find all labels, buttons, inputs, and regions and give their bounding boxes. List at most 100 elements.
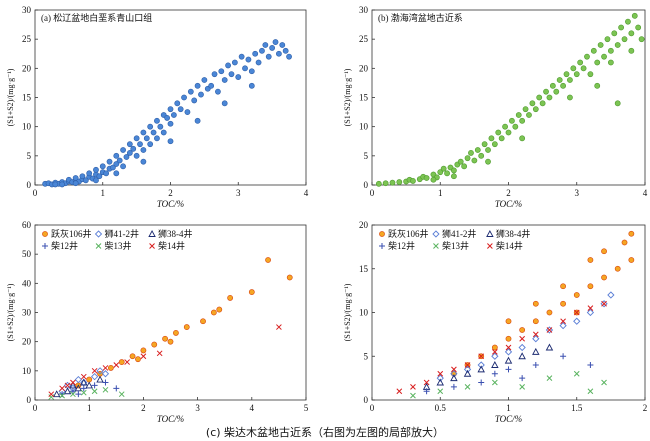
data-point (491, 141, 498, 148)
data-point (140, 353, 147, 360)
data-point (477, 361, 485, 369)
data-point (553, 88, 560, 95)
data-point (505, 344, 512, 351)
legend-label: 柴13井 (105, 240, 132, 251)
data-point (410, 384, 416, 390)
y-tick-label: 50 (22, 249, 32, 259)
data-point (140, 347, 147, 354)
data-point (379, 231, 385, 237)
data-point (52, 390, 61, 398)
data-point (93, 166, 99, 173)
data-point (42, 243, 48, 249)
data-point (245, 56, 252, 63)
data-point (102, 379, 109, 386)
legend-label: 狮41-2井 (105, 228, 140, 239)
data-point (590, 47, 597, 54)
data-point (86, 376, 93, 383)
y-tick-label: 20 (359, 63, 369, 73)
legend-label: 柴13井 (442, 240, 469, 251)
data-point (545, 343, 554, 351)
data-point (546, 94, 553, 101)
data-point (140, 158, 147, 165)
y-axis-label: (S1+S2)/(mg·g⁻¹) (343, 283, 352, 341)
data-point (594, 82, 601, 89)
data-point (430, 176, 437, 183)
data-point (573, 370, 580, 377)
data-point (279, 42, 286, 48)
data-point (129, 353, 136, 360)
data-point (491, 361, 499, 368)
data-point (491, 349, 498, 355)
series-柴12井 (423, 353, 594, 395)
data-point (450, 370, 458, 378)
data-point (614, 265, 621, 272)
y-axis-label: (S1+S2)/(mg·g⁻¹) (6, 68, 15, 126)
x-tick-label: 1 (506, 403, 511, 413)
data-point (201, 77, 208, 83)
legend-label: 柴12井 (388, 240, 415, 251)
x-axis-label: TOC/% (157, 414, 184, 424)
data-point (102, 386, 109, 393)
chart-panel-2: 0 1 2 3 4 0 5 10 15 20 25 30 TOC/% (S1+S2)/(mg·g⁻¹) (b… (343, 5, 648, 209)
data-point (99, 163, 106, 170)
data-point (433, 243, 439, 249)
data-point (491, 379, 498, 386)
data-point (113, 161, 120, 167)
data-point (586, 308, 595, 317)
data-point (86, 170, 93, 177)
data-point (423, 388, 430, 395)
data-point (52, 181, 59, 188)
data-point (282, 47, 289, 54)
data-point (93, 177, 99, 184)
data-point (461, 163, 468, 170)
data-point (607, 291, 615, 299)
data-point (436, 374, 444, 382)
y-tick-label: 0 (27, 395, 32, 405)
data-point (519, 375, 526, 382)
data-point (191, 97, 198, 104)
data-point (468, 150, 474, 156)
data-point (518, 343, 526, 352)
data-point (423, 175, 430, 181)
y-tick-label: 15 (359, 93, 369, 103)
legend-label: 柴14井 (158, 240, 185, 251)
data-point (91, 388, 98, 395)
x-tick-label: 2 (168, 188, 173, 198)
data-point (227, 295, 234, 301)
data-point (221, 100, 228, 107)
data-point (628, 230, 635, 237)
data-point (181, 94, 187, 101)
x-tick-label: 0 (33, 188, 38, 198)
data-point (518, 352, 526, 360)
x-axis-label: TOC/% (495, 199, 522, 209)
data-point (560, 300, 566, 307)
data-point (532, 331, 539, 338)
data-point (148, 230, 156, 237)
data-point (532, 362, 539, 368)
data-point (512, 123, 519, 130)
data-point (110, 164, 116, 171)
data-point (543, 88, 549, 95)
data-point (567, 77, 573, 83)
plot-frame (371, 9, 646, 186)
legend-label: 柴14井 (496, 240, 523, 251)
data-point (42, 231, 48, 237)
data-point (167, 338, 174, 345)
data-point (231, 59, 238, 66)
data-point (504, 348, 513, 356)
chart-panel-4: 0 0.5 1 1.5 205101520TOC/%(S1+S2)/(mg·g⁻¹)跃灰… (343, 220, 647, 424)
legend-label: 柴12井 (51, 240, 78, 251)
data-point (147, 141, 154, 148)
data-point (573, 71, 580, 78)
data-point (140, 147, 147, 153)
data-point (113, 362, 120, 368)
data-point (546, 327, 553, 333)
data-point (546, 309, 553, 316)
data-point (502, 123, 508, 130)
data-point (519, 384, 526, 390)
data-point (225, 62, 231, 69)
data-point (621, 239, 628, 246)
data-point (450, 383, 457, 390)
data-point (96, 367, 104, 375)
